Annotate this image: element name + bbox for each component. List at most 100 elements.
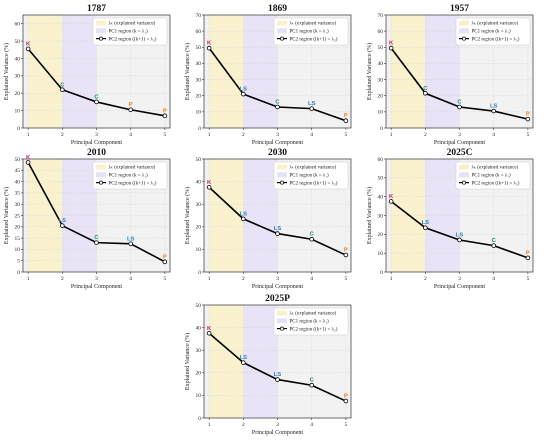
- lambda-region: [28, 15, 63, 128]
- point-label: LS: [127, 236, 135, 242]
- legend-swatch-pc1: [96, 28, 106, 34]
- x-axis-label: Principal Component: [252, 284, 303, 290]
- legend-box: [92, 161, 168, 190]
- data-point: [162, 259, 168, 265]
- x-tick-label: 5: [526, 276, 529, 282]
- data-point: [309, 236, 314, 242]
- x-tick-label: 3: [458, 276, 461, 282]
- legend-swatch-marker: [280, 326, 284, 331]
- legend-label: λₖ (explained variance): [472, 22, 519, 27]
- x-tick-label: 2: [424, 276, 427, 282]
- y-tick-label: 10: [196, 393, 202, 399]
- y-tick-label: 70: [378, 13, 384, 19]
- legend-swatch-pc1: [277, 172, 287, 178]
- y-tick-label: 60: [378, 157, 384, 163]
- legend-swatch-lambda: [96, 20, 106, 26]
- y-tick-label: 40: [196, 61, 202, 67]
- legend: λₖ (explained variance) PC1 region (k = λ…: [273, 17, 349, 46]
- data-point: [388, 199, 394, 204]
- data-point: [343, 252, 349, 258]
- legend-box: [92, 17, 168, 46]
- y-tick-label: 50: [15, 157, 21, 163]
- pc1-region: [243, 159, 278, 272]
- x-axis-label: Principal Component: [434, 284, 485, 290]
- y-tick-label: 0: [17, 270, 20, 276]
- x-tick-label: 5: [344, 132, 347, 138]
- pc1-region: [243, 15, 278, 128]
- point-label: C: [94, 94, 99, 100]
- x-tick-label: 2: [424, 132, 427, 138]
- point-label: C: [60, 82, 65, 88]
- point-label: LS: [422, 220, 430, 226]
- data-point: [343, 398, 349, 404]
- x-tick-label: 3: [276, 132, 279, 138]
- chart-title: 2025C: [447, 148, 473, 158]
- data-point: [491, 243, 496, 248]
- legend-label: λₖ (explained variance): [109, 22, 156, 27]
- data-point: [94, 240, 99, 245]
- y-axis-label: Explained Variance (%): [366, 187, 373, 244]
- legend-swatch-lambda: [277, 310, 287, 316]
- point-label: K: [26, 41, 31, 47]
- x-tick-label: 1: [208, 132, 211, 138]
- legend-swatch-lambda: [277, 20, 287, 26]
- lambda-region: [209, 159, 244, 272]
- y-tick-label: 20: [196, 225, 202, 231]
- y-tick-label: 0: [198, 416, 201, 422]
- legend-swatch-pc1: [459, 28, 469, 34]
- legend-label: PC1 region (k = λ₁): [290, 174, 330, 179]
- point-label: C: [310, 232, 315, 238]
- legend-label: λₖ (explained variance): [290, 166, 337, 171]
- legend-label: PC2 region ((k+1) = λ₂): [290, 181, 338, 186]
- point-label: C: [492, 238, 497, 244]
- x-tick-label: 1: [27, 276, 30, 282]
- pc1-region: [425, 15, 460, 128]
- point-label: P: [344, 248, 348, 254]
- x-tick-label: 3: [458, 132, 461, 138]
- x-tick-label: 1: [208, 276, 211, 282]
- chart-title: 2030: [268, 148, 287, 158]
- point-label: LS: [240, 355, 248, 361]
- y-axis-label: Explained Variance (%): [3, 43, 10, 100]
- legend-label: PC1 region (k = λ₁): [109, 174, 149, 179]
- y-tick-label: 50: [196, 303, 202, 309]
- legend-box: [455, 17, 531, 46]
- point-label: LS: [59, 218, 67, 224]
- legend-label: PC1 region (k = λ₁): [290, 30, 330, 35]
- x-axis-label: Principal Component: [252, 430, 303, 436]
- y-axis-label: Explained Variance (%): [366, 43, 373, 100]
- x-tick-label: 1: [208, 422, 211, 428]
- x-tick-label: 3: [95, 276, 98, 282]
- legend-swatch-lambda: [96, 164, 106, 170]
- data-point: [525, 116, 531, 122]
- data-point: [275, 231, 280, 236]
- point-label: LS: [456, 232, 464, 238]
- data-point: [25, 46, 31, 52]
- y-tick-label: 50: [196, 45, 202, 51]
- data-point: [457, 104, 462, 110]
- legend-box: [455, 161, 531, 190]
- point-label: P: [526, 250, 530, 256]
- legend-label: PC2 region ((k+1) = λ₂): [109, 181, 157, 186]
- chart-title: 1787: [87, 4, 106, 14]
- legend-swatch-pc1: [459, 172, 469, 178]
- legend-swatch-marker: [462, 36, 466, 41]
- legend-label: λₖ (explained variance): [472, 166, 519, 171]
- legend: λₖ (explained variance) PC1 region (k = λ…: [455, 161, 531, 190]
- y-tick-label: 60: [378, 29, 384, 35]
- point-label: C: [94, 235, 99, 241]
- point-label: K: [26, 155, 31, 161]
- legend: λₖ (explained variance) PC1 region (k = λ…: [92, 17, 168, 46]
- legend-label: λₖ (explained variance): [290, 22, 337, 27]
- point-label: C: [457, 100, 462, 106]
- y-tick-label: 25: [15, 213, 21, 219]
- legend-swatch-pc1: [96, 172, 106, 178]
- y-tick-label: 30: [196, 348, 202, 354]
- y-tick-label: 0: [198, 126, 201, 132]
- data-point: [388, 45, 394, 51]
- legend-swatch-pc1: [277, 28, 287, 34]
- point-label: C: [423, 86, 428, 92]
- x-tick-label: 4: [310, 132, 313, 138]
- y-tick-label: 20: [196, 371, 202, 377]
- legend-box: [273, 17, 349, 46]
